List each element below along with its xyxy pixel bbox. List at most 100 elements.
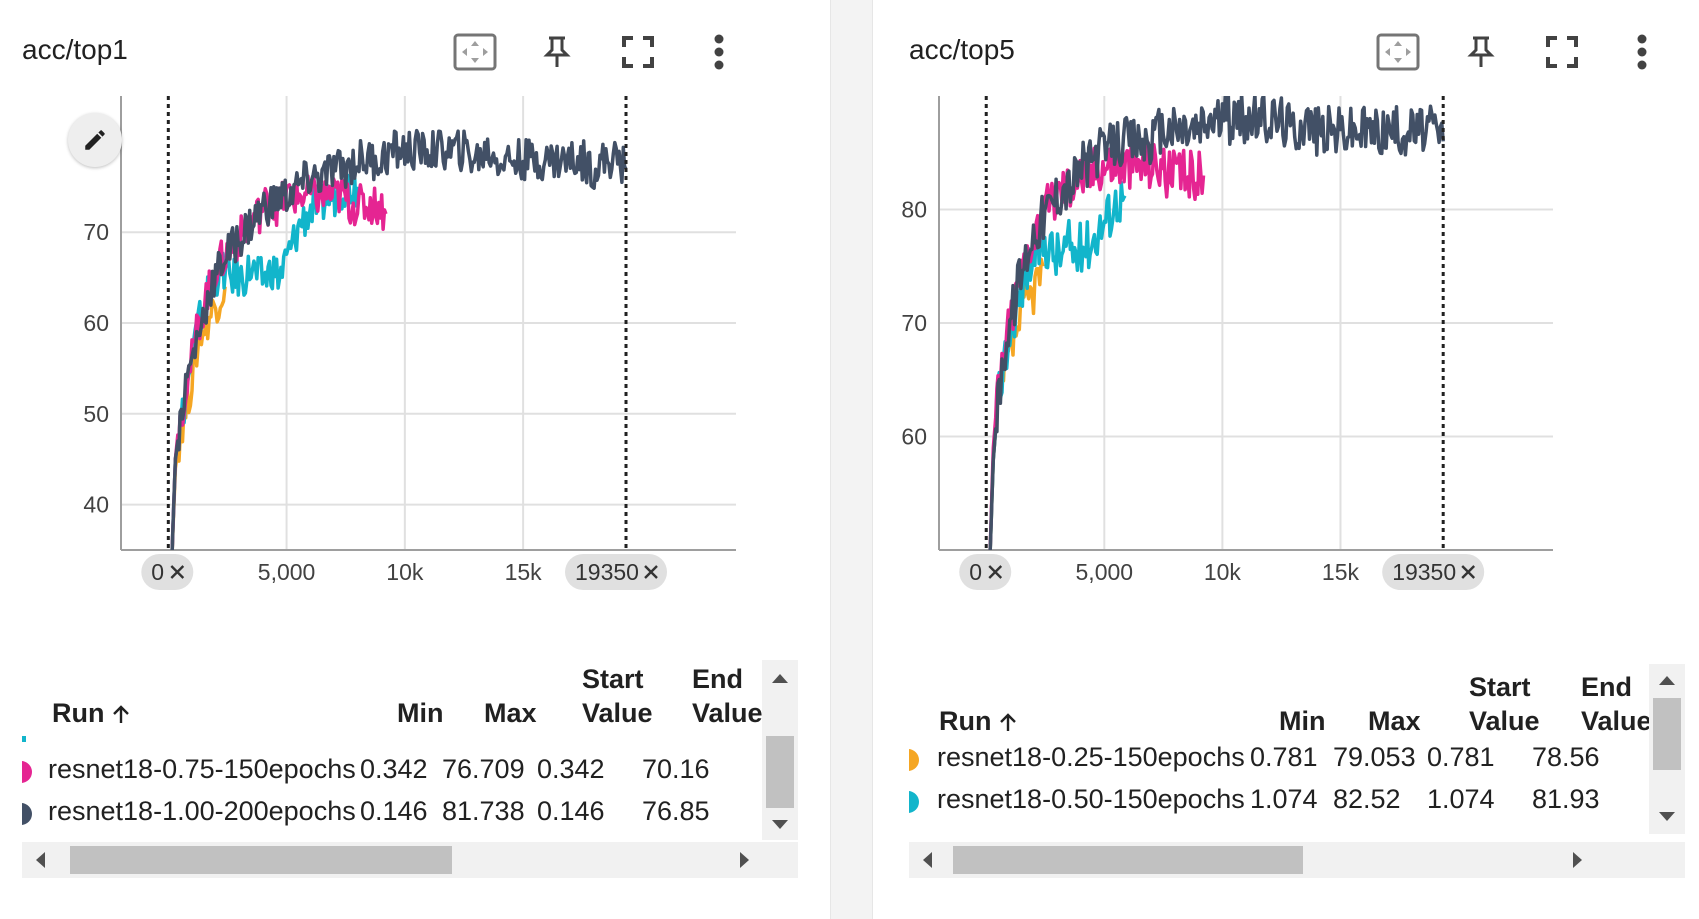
range-end-chip[interactable]: 19350: [565, 554, 668, 590]
run-name: resnet18-0.50-150epochs: [937, 784, 1245, 814]
arrow-up-icon: [1000, 713, 1016, 731]
column-header-max[interactable]: Max: [1368, 706, 1421, 736]
y-tick-label: 60: [901, 424, 927, 450]
column-header-run[interactable]: Run: [52, 696, 130, 730]
max-value: 81.738: [442, 796, 525, 826]
series-line: [988, 96, 1445, 550]
more-vert-icon: [714, 34, 724, 70]
card-title: acc/top5: [909, 34, 1015, 65]
min-value: 1.074: [1250, 784, 1318, 814]
table-row[interactable]: resnet18-0.50-150epochs 1.074 82.52 1.07…: [909, 780, 1647, 822]
fullscreen-button[interactable]: [1540, 30, 1584, 74]
series-line: [170, 174, 388, 550]
min-value: 0.342: [360, 754, 428, 784]
max-value: 76.709: [442, 754, 525, 784]
horizontal-scroll-thumb[interactable]: [70, 846, 452, 874]
close-icon: [170, 565, 185, 579]
fit-domain-icon: [453, 33, 497, 71]
vertical-scroll-thumb[interactable]: [766, 736, 794, 808]
series-line: [170, 128, 628, 550]
fullscreen-button[interactable]: [616, 30, 660, 74]
scroll-down-arrow-icon[interactable]: [772, 820, 788, 829]
x-tick-label: 15k: [505, 559, 543, 585]
range-start-chip[interactable]: 0: [959, 554, 1012, 590]
horizontal-scrollbar[interactable]: [22, 842, 798, 878]
column-header-min[interactable]: Min: [397, 698, 444, 728]
scroll-right-arrow-icon[interactable]: [740, 852, 749, 868]
chip-background: [565, 554, 668, 590]
chip-label: 0: [969, 559, 982, 585]
run-name: resnet18-0.75-150epochs: [48, 754, 356, 784]
start-value: 0.146: [537, 796, 605, 826]
edit-axis-button[interactable]: [68, 113, 122, 167]
table-row[interactable]: resnet18-0.75-150epochs 0.342 76.709 0.3…: [22, 750, 764, 792]
start-value: 0.342: [537, 754, 605, 784]
arrow-up-icon: [113, 705, 129, 723]
vertical-scrollbar[interactable]: [762, 660, 798, 840]
scroll-left-arrow-icon[interactable]: [923, 852, 932, 868]
column-header-start-value[interactable]: Start Value: [1469, 672, 1540, 736]
x-tick-label: 5,000: [1076, 559, 1134, 585]
run-color-swatch: [909, 791, 919, 813]
vertical-scrollbar[interactable]: [1649, 664, 1685, 834]
column-header-end-value-clip: End Value: [1581, 670, 1649, 750]
run-color-swatch: [909, 749, 919, 771]
x-tick-label: 5,000: [258, 559, 316, 585]
y-tick-label: 80: [901, 197, 927, 223]
x-tick-label: 10k: [1204, 559, 1242, 585]
max-value: 82.52: [1333, 784, 1401, 814]
more-options-button[interactable]: [1620, 30, 1664, 74]
table-body: resnet18-0.75-150epochs 0.342 76.709 0.3…: [22, 732, 764, 864]
scroll-up-arrow-icon[interactable]: [1659, 676, 1675, 685]
chip-label: 19350: [575, 559, 639, 585]
scroll-right-arrow-icon[interactable]: [1573, 852, 1582, 868]
column-header-end-value-clip: End Value: [692, 660, 764, 740]
vertical-scroll-thumb[interactable]: [1653, 698, 1681, 770]
run-color-swatch: [22, 761, 32, 783]
table-row[interactable]: resnet18-1.00-200epochs 0.146 81.738 0.1…: [22, 792, 764, 834]
fullscreen-icon: [1546, 36, 1578, 68]
pin-icon: [543, 36, 571, 67]
column-header-max[interactable]: Max: [484, 698, 537, 728]
column-header-run[interactable]: Run: [939, 704, 1017, 738]
series-group: [988, 96, 1445, 550]
run-name: resnet18-1.00-200epochs: [48, 796, 356, 826]
chip-label: 19350: [1392, 559, 1456, 585]
pencil-icon: [85, 130, 105, 150]
y-tick-label: 40: [83, 492, 109, 518]
chip-background: [959, 554, 1012, 590]
end-value: 81.93: [1532, 784, 1600, 814]
fit-domain-button[interactable]: [1376, 30, 1420, 74]
line-chart[interactable]: 60 70 80 5,000 10k 15k 0 19350: [873, 0, 1699, 640]
more-options-button[interactable]: [697, 30, 741, 74]
column-header-min[interactable]: Min: [1279, 706, 1326, 736]
series-line: [170, 286, 227, 550]
fit-domain-button[interactable]: [453, 30, 497, 74]
scroll-left-arrow-icon[interactable]: [36, 852, 45, 868]
range-start-chip[interactable]: 0: [141, 554, 194, 590]
horizontal-scroll-thumb[interactable]: [953, 846, 1303, 874]
fullscreen-icon: [622, 36, 654, 68]
max-value: 79.053: [1333, 742, 1416, 772]
more-vert-icon: [1637, 34, 1647, 70]
chip-label: 0: [151, 559, 164, 585]
column-header-end-value[interactable]: End Value: [1581, 672, 1649, 736]
horizontal-scrollbar[interactable]: [909, 842, 1685, 878]
scroll-down-arrow-icon[interactable]: [1659, 812, 1675, 821]
pin-icon: [1467, 36, 1495, 67]
table-row[interactable]: resnet18-0.25-150epochs 0.781 79.053 0.7…: [909, 738, 1647, 780]
column-header-start-value[interactable]: Start Value: [582, 664, 653, 728]
card-title: acc/top1: [22, 34, 128, 65]
scalar-card-top1: acc/top1 40 50 60 70 5,000 10k 15k 0 19350 Run: [0, 0, 831, 919]
end-value: 78.56: [1532, 742, 1600, 772]
column-header-end-value[interactable]: End Value: [692, 664, 763, 728]
y-tick-label: 70: [901, 310, 927, 336]
pin-button[interactable]: [1459, 30, 1503, 74]
scalar-card-top5: acc/top5 60 70 80 5,000 10k 15k 0 19350 Run Min…: [872, 0, 1699, 919]
range-end-chip[interactable]: 19350: [1382, 554, 1485, 590]
min-value: 0.146: [360, 796, 428, 826]
line-chart[interactable]: 40 50 60 70 5,000 10k 15k 0 19350: [0, 0, 830, 640]
scroll-up-arrow-icon[interactable]: [772, 674, 788, 683]
data-table: Run Min Max Start Value End Value resnet18…: [22, 660, 798, 900]
pin-button[interactable]: [535, 30, 579, 74]
